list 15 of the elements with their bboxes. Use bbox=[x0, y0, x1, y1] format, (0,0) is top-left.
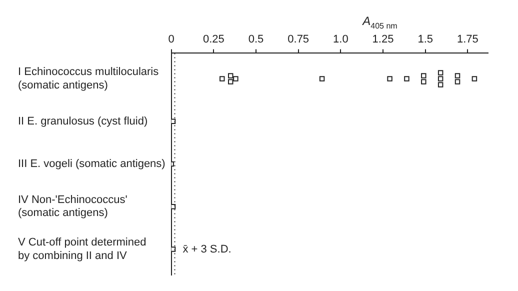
x-tick-label: 0.75 bbox=[288, 34, 310, 46]
y-tick-label: V Cut-off point determined by combining II and IV bbox=[18, 236, 146, 262]
x-tick-label: 0.5 bbox=[248, 34, 264, 46]
x-axis-title: A$_{405 nm}$ bbox=[361, 14, 398, 30]
y-tick-label: III E. vogeli (somatic antigens) bbox=[18, 158, 166, 170]
x-tick-label: 1.5 bbox=[418, 34, 433, 46]
x-tick-label: 1.75 bbox=[456, 34, 478, 46]
y-tick-label: II E. granulosus (cyst fluid) bbox=[18, 115, 148, 128]
x-tick-label: 0 bbox=[168, 34, 174, 46]
annotation: x̄ + 3 S.D. bbox=[182, 243, 232, 256]
y-tick-label: IV Non-'Echinococcus' (somatic antigens) bbox=[18, 194, 128, 220]
y-tick-label: I Echinococcus multilocularis (somatic antigens) bbox=[18, 66, 160, 92]
x-tick-label: 0.25 bbox=[202, 34, 224, 46]
x-tick-label: 1.0 bbox=[333, 34, 348, 46]
x-tick-label: 1.25 bbox=[372, 34, 394, 46]
